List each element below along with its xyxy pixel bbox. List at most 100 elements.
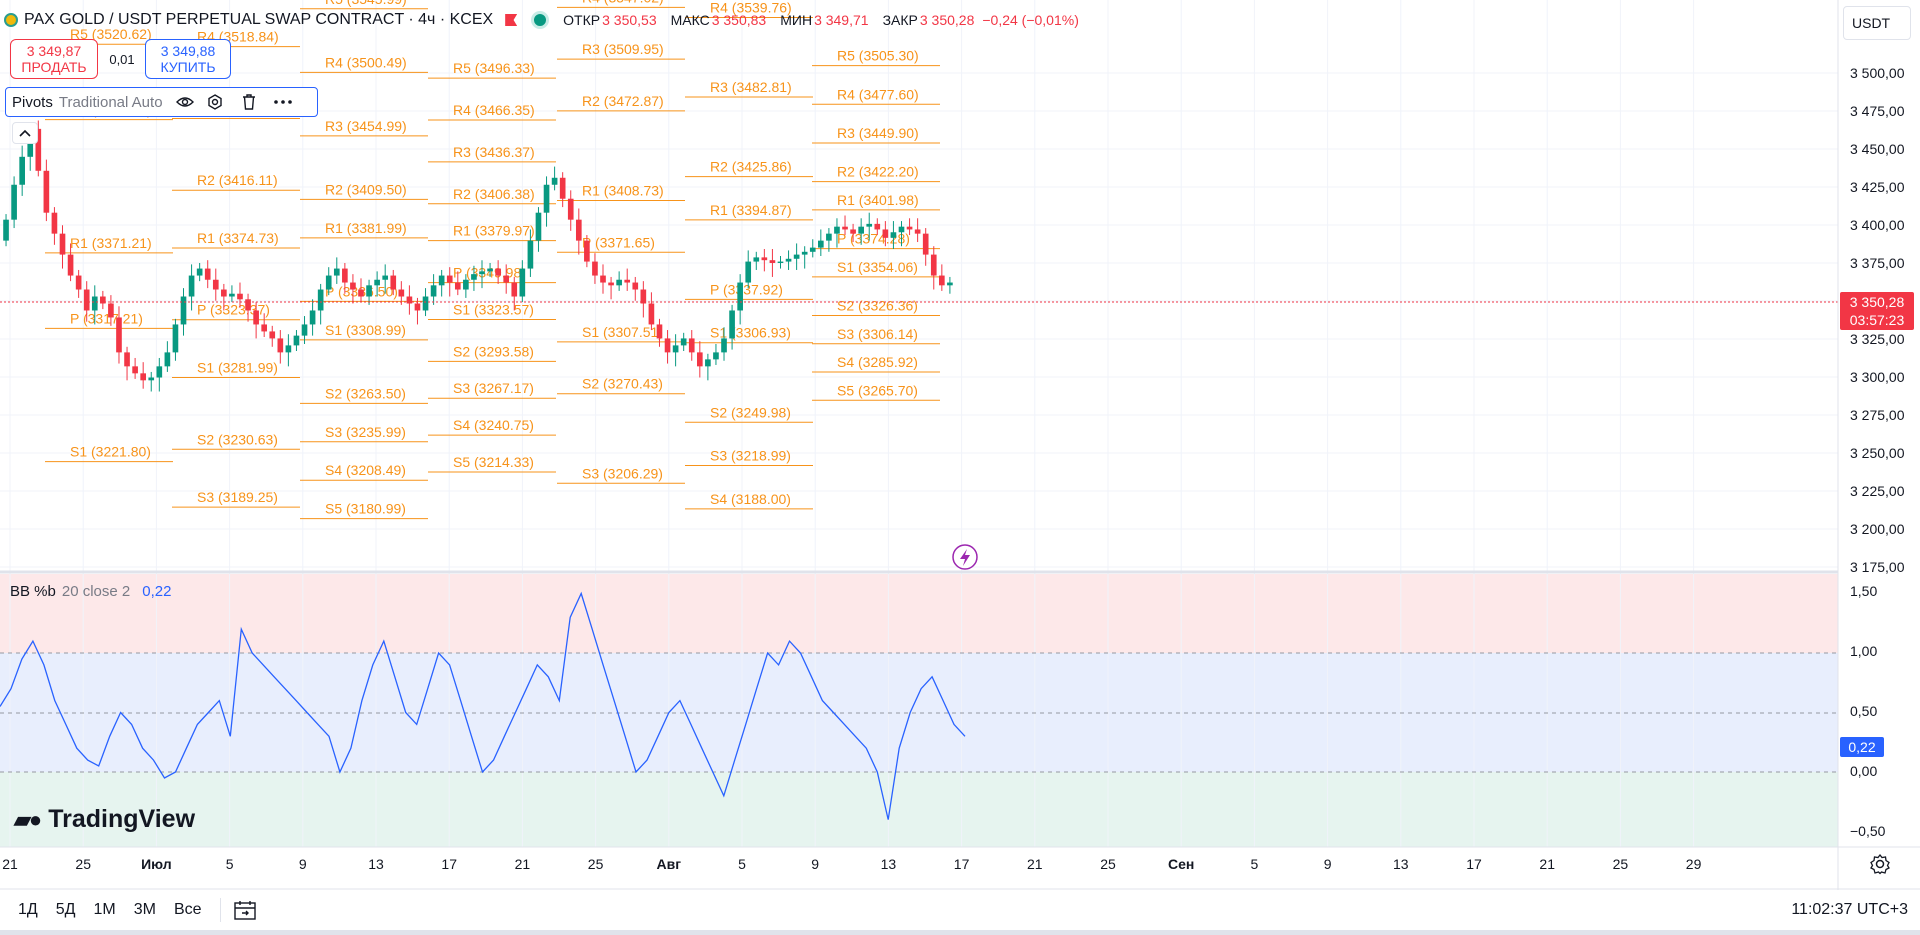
symbol-title[interactable]: PAX GOLD / USDT PERPETUAL SWAP CONTRACT … bbox=[24, 11, 494, 28]
indicator-tick-label: 1,50 bbox=[1850, 583, 1877, 599]
pivot-label: R1 (3394.87) bbox=[710, 202, 792, 218]
candle-body bbox=[277, 338, 284, 353]
range-all-button[interactable]: Все bbox=[173, 901, 202, 918]
time-tick-label: 21 bbox=[515, 856, 531, 872]
pivot-label: R1 (3374.73) bbox=[197, 230, 279, 246]
candle-body bbox=[132, 366, 138, 374]
candle-body bbox=[253, 310, 259, 325]
pivot-label: R5 (3505.30) bbox=[837, 48, 919, 64]
candle-body bbox=[454, 282, 461, 290]
pivot-label: P (3374.28) bbox=[837, 231, 910, 247]
pivots-legend[interactable]: Pivots Traditional Auto bbox=[5, 87, 318, 117]
candle-body bbox=[422, 296, 429, 311]
candle-body bbox=[842, 226, 848, 230]
candle-body bbox=[293, 335, 300, 346]
candle-body bbox=[713, 352, 719, 360]
time-tick-label: 21 bbox=[1027, 856, 1043, 872]
trash-icon[interactable] bbox=[239, 92, 259, 112]
clock-timezone[interactable]: 11:02:37 UTC+3 bbox=[1791, 901, 1908, 918]
pivot-label: R3 (3509.95) bbox=[582, 41, 664, 57]
tradingview-logo[interactable]: ▰● TradingView bbox=[14, 805, 195, 834]
range-5d-button[interactable]: 5Д bbox=[55, 901, 76, 918]
candle-body bbox=[567, 198, 574, 220]
candle-body bbox=[592, 261, 598, 276]
chart-settings-gear-icon[interactable] bbox=[1868, 852, 1892, 876]
buy-price: 3 349,88 bbox=[160, 43, 216, 59]
grid-lines bbox=[0, 0, 1838, 847]
candle-body bbox=[43, 170, 50, 213]
calendar-range-icon[interactable] bbox=[233, 899, 257, 921]
price-tick-label: 3 475,00 bbox=[1850, 103, 1905, 119]
time-tick-label: 25 bbox=[588, 856, 604, 872]
price-tick-label: 3 375,00 bbox=[1850, 255, 1905, 271]
candle-body bbox=[156, 366, 163, 378]
more-icon[interactable] bbox=[273, 92, 293, 112]
market-status-icon[interactable] bbox=[531, 11, 550, 29]
candle-body bbox=[495, 268, 501, 276]
candle-body bbox=[67, 254, 74, 276]
price-tick-label: 3 500,00 bbox=[1850, 65, 1905, 81]
candle-body bbox=[793, 254, 800, 259]
close-value: 3 350,28 bbox=[919, 12, 975, 28]
collapse-legend-button[interactable] bbox=[12, 122, 38, 144]
candle-body bbox=[463, 279, 469, 290]
pivot-label: P (3323.37) bbox=[197, 302, 270, 318]
candle-body bbox=[503, 275, 510, 283]
candle-body bbox=[640, 289, 647, 304]
candle-body bbox=[430, 285, 437, 297]
candle-body bbox=[438, 275, 445, 286]
indicator-legend[interactable]: BB %b 20 close 2 0,22 bbox=[10, 583, 171, 600]
time-tick-label: 5 bbox=[226, 856, 234, 872]
eye-icon[interactable] bbox=[175, 92, 195, 112]
candle-body bbox=[100, 296, 106, 304]
time-tick-label: 5 bbox=[1251, 856, 1259, 872]
candle-body bbox=[237, 293, 243, 300]
candle-body bbox=[11, 184, 17, 220]
pivot-label: R2 (3422.20) bbox=[837, 164, 919, 180]
pivot-label: R1 (3408.73) bbox=[582, 182, 664, 198]
indicator-args: 20 close 2 bbox=[61, 583, 131, 600]
price-tick-label: 3 325,00 bbox=[1850, 331, 1905, 347]
pivot-label: S2 (3230.63) bbox=[197, 431, 278, 447]
lightning-icon[interactable] bbox=[952, 544, 978, 570]
time-tick-label: Июл bbox=[141, 856, 172, 872]
candle-body bbox=[172, 324, 179, 353]
candle-body bbox=[309, 310, 316, 325]
pivot-label: R4 (3500.49) bbox=[325, 54, 407, 70]
pivot-label: S3 (3206.29) bbox=[582, 465, 663, 481]
flag-icon[interactable] bbox=[505, 14, 518, 26]
indicator-tick-label: 0,00 bbox=[1850, 763, 1877, 779]
candle-body bbox=[180, 296, 187, 325]
sell-button[interactable]: 3 349,87 ПРОДАТЬ bbox=[10, 39, 98, 79]
settings-icon[interactable] bbox=[205, 92, 225, 112]
range-3m-button[interactable]: 3М bbox=[133, 901, 156, 918]
pivots-args: Traditional Auto bbox=[58, 93, 163, 111]
range-1m-button[interactable]: 1М bbox=[93, 901, 116, 918]
range-1d-button[interactable]: 1Д bbox=[18, 901, 38, 918]
candle-body bbox=[124, 352, 130, 367]
currency-select[interactable]: USDT bbox=[1843, 6, 1911, 40]
pivot-label: R5 (3496.33) bbox=[453, 60, 535, 76]
candle-body bbox=[487, 268, 493, 272]
pivot-label: R4 (3477.60) bbox=[837, 86, 919, 102]
price-tick-label: 3 175,00 bbox=[1850, 559, 1905, 575]
price-tick-label: 3 300,00 bbox=[1850, 369, 1905, 385]
pivot-label: S4 (3188.00) bbox=[710, 491, 791, 507]
bottom-scroll-strip bbox=[0, 930, 1920, 935]
candle-body bbox=[729, 310, 735, 339]
candle-body bbox=[584, 240, 590, 262]
pivot-label: S5 (3214.33) bbox=[453, 454, 534, 470]
pivot-label: R3 (3454.99) bbox=[325, 118, 407, 134]
candle-body bbox=[680, 338, 687, 346]
chevron-up-icon bbox=[19, 129, 31, 137]
candle-body bbox=[906, 226, 913, 230]
candle-body bbox=[616, 279, 622, 286]
candle-body bbox=[301, 324, 308, 336]
candle-body bbox=[551, 177, 558, 185]
candle-body bbox=[342, 268, 348, 283]
tv-logo-icon: ▰● bbox=[14, 806, 42, 832]
candle-body bbox=[809, 247, 816, 252]
bb-lower-zone bbox=[0, 772, 1838, 847]
buy-button[interactable]: 3 349,88 КУПИТЬ bbox=[145, 39, 231, 79]
